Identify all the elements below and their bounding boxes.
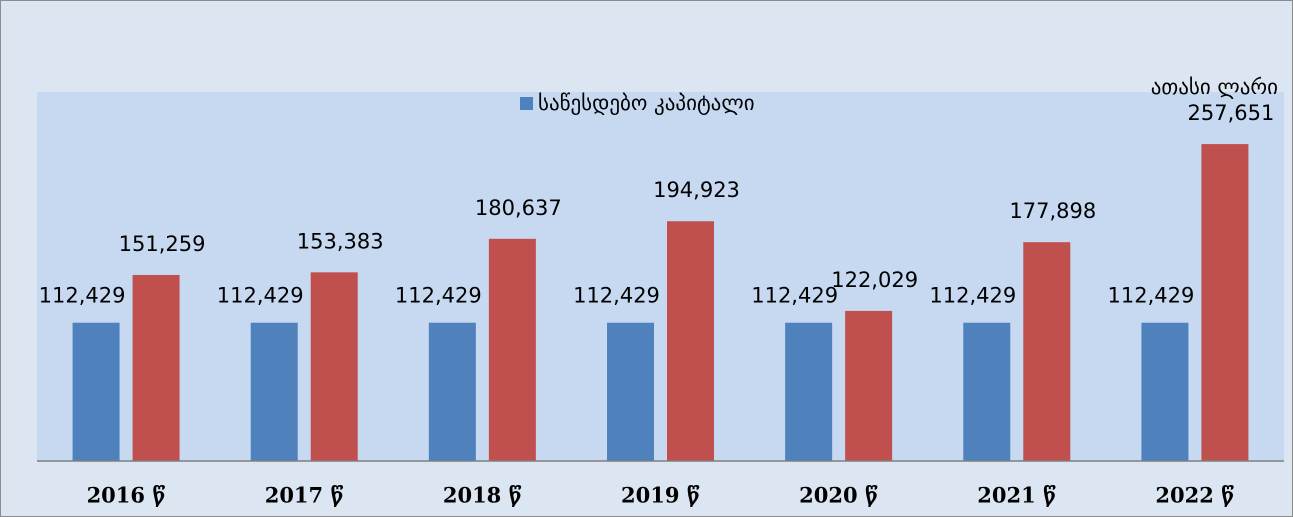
data-label: 151,259 [119, 232, 206, 256]
data-label: 112,429 [751, 284, 838, 308]
x-tick-label: 2019 წ [621, 483, 700, 508]
bar [488, 238, 536, 461]
plot-area [37, 92, 1284, 461]
data-label: 112,429 [1108, 284, 1195, 308]
legend-label: საწესდებო კაპიტალი [538, 91, 755, 115]
data-label: 153,383 [297, 229, 384, 253]
bar [963, 322, 1011, 461]
data-label: 112,429 [395, 284, 482, 308]
x-tick-label: 2018 წ [443, 483, 522, 508]
bar [607, 322, 654, 461]
legend-swatch [520, 97, 533, 110]
bar [667, 221, 714, 461]
bar [1141, 322, 1189, 461]
bar [785, 322, 833, 461]
bar [1023, 242, 1071, 461]
data-label: 122,029 [831, 268, 918, 292]
data-label: 194,923 [653, 178, 740, 202]
x-tick-label: 2021 წ [977, 483, 1056, 508]
unit-label: ათასი ლარი [1151, 75, 1278, 99]
bar [250, 322, 298, 461]
data-label: 257,651 [1188, 101, 1275, 125]
bar [1201, 144, 1249, 461]
bar [72, 322, 120, 461]
data-label: 177,898 [1009, 199, 1096, 223]
x-tick-label: 2022 წ [1155, 483, 1234, 508]
bar [428, 322, 476, 461]
x-tick-label: 2016 წ [87, 483, 166, 508]
x-tick-label: 2017 წ [265, 483, 344, 508]
bar [132, 274, 180, 461]
data-label: 180,637 [475, 196, 562, 220]
bar [310, 272, 358, 461]
data-label: 112,429 [39, 284, 126, 308]
data-label: 112,429 [573, 284, 660, 308]
x-tick-label: 2020 წ [799, 483, 878, 508]
data-label: 112,429 [929, 284, 1016, 308]
bar [845, 310, 893, 461]
data-label: 112,429 [217, 284, 304, 308]
